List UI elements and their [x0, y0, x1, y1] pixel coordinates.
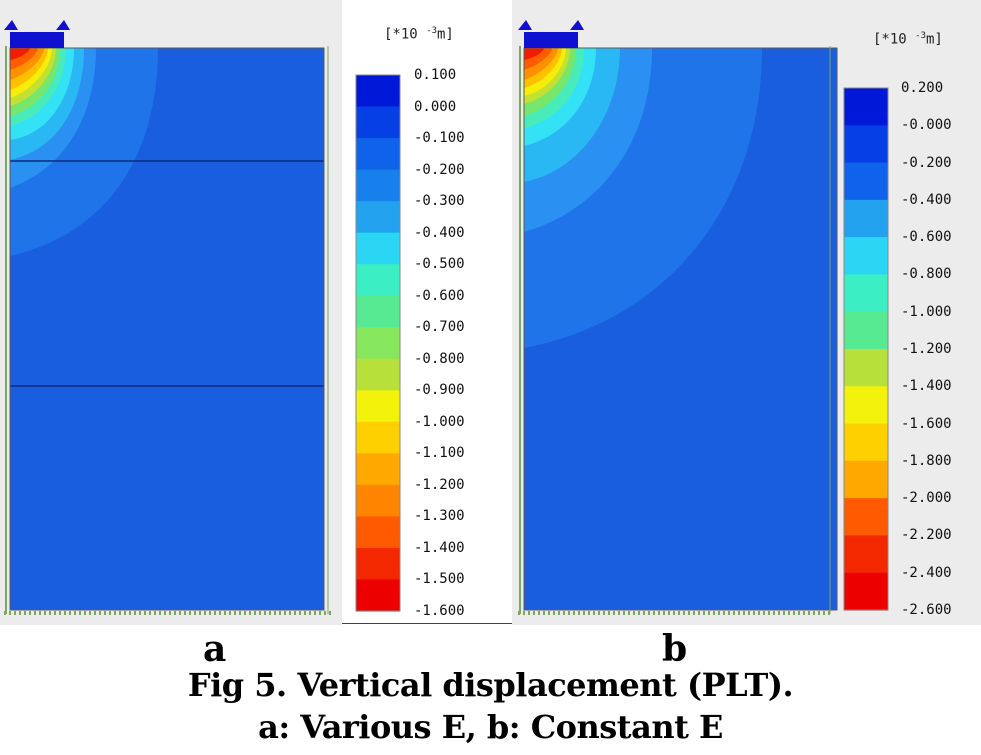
legend-tick-label: -0.800 — [901, 266, 952, 283]
legend-band — [844, 423, 888, 462]
legend-tick-label: -1.300 — [414, 508, 465, 525]
legend-tick-label: -1.500 — [414, 571, 465, 588]
legend-tick-label: -0.600 — [414, 287, 465, 304]
legend-band — [844, 349, 888, 387]
legend-band — [844, 274, 888, 313]
legend-band — [356, 453, 400, 486]
legend-band — [356, 264, 400, 297]
footing-load-icon-a — [4, 20, 70, 48]
displacement-contours-a — [10, 48, 158, 256]
legend-band — [356, 516, 400, 549]
legend-tick-label: -2.000 — [901, 490, 952, 507]
legend-tick-label: -1.100 — [414, 445, 465, 462]
legend-band — [356, 390, 400, 423]
legend-band — [844, 386, 888, 425]
legend-tick-label: -1.600 — [414, 603, 465, 619]
domain-border-a — [9, 47, 325, 611]
legend-band — [844, 162, 888, 201]
legend-tick-label: 0.000 — [414, 98, 457, 115]
legend-tick-label: -0.400 — [901, 191, 952, 208]
legend-tick-label: -0.400 — [414, 224, 465, 241]
figure-caption-subtitle: a: Various E, b: Constant E — [258, 708, 723, 746]
legend-outline — [355, 74, 401, 612]
legend-bar-b — [843, 87, 889, 611]
legend-tick-label: -0.700 — [414, 319, 465, 336]
legend-outline — [843, 87, 889, 611]
legend-tick-label: -0.100 — [414, 130, 465, 147]
legend-tick-label: -0.200 — [414, 161, 465, 178]
legend-band — [356, 138, 400, 171]
legend-band — [844, 88, 888, 126]
contour-plot-a — [0, 0, 401, 625]
legend-tick-label: -2.400 — [901, 564, 952, 581]
legend-band — [356, 232, 400, 265]
displacement-contours-b — [524, 48, 762, 348]
legend-band — [356, 75, 400, 108]
legend-band — [356, 579, 400, 612]
legend-band — [844, 199, 888, 238]
panel-a: [*10 -3m] 0.100 0.000 -0.100 -0.200 -0.300 -0… — [0, 0, 512, 670]
footing-load-icon-b — [518, 20, 584, 48]
legend-band — [844, 498, 888, 537]
legend-tick-label: 0.200 — [901, 80, 944, 96]
legend-band — [844, 125, 888, 164]
legend-tick-label: -1.200 — [901, 341, 952, 357]
domain-border-b — [523, 47, 838, 611]
legend-band — [356, 295, 400, 328]
legend-unit-a: [*10 -3m] — [384, 26, 454, 43]
legend-band — [356, 421, 400, 454]
legend-band — [844, 237, 888, 276]
legend-band — [844, 311, 888, 350]
legend-band — [356, 547, 400, 581]
legend-band — [356, 358, 400, 391]
legend-band — [356, 201, 400, 234]
legend-tick-label: -2.200 — [901, 527, 952, 544]
legend-band — [356, 327, 400, 360]
legend-band — [844, 572, 888, 611]
panel-label-a: a — [203, 628, 227, 670]
legend-tick-label: -0.000 — [901, 117, 952, 134]
legend-tick-label: -1.400 — [414, 539, 465, 556]
legend-tick-label: -2.600 — [901, 602, 952, 618]
legend-band — [356, 484, 400, 518]
panel-label-b: b — [662, 628, 688, 670]
legend-tick-label: -1.000 — [901, 303, 952, 320]
legend-tick-label: -0.600 — [901, 229, 952, 246]
legend-tick-label: -1.800 — [901, 452, 952, 469]
figure-caption-title: Fig 5. Vertical displacement (PLT). — [187, 666, 794, 704]
legend-band — [844, 460, 888, 499]
legend-band — [356, 169, 400, 202]
legend-tick-label: -1.600 — [901, 415, 952, 432]
legend-tick-label: -0.300 — [414, 193, 465, 210]
legend-tick-label: -1.200 — [414, 476, 465, 493]
legend-band — [844, 535, 888, 574]
legend-bar-a — [355, 74, 401, 612]
divider-rule — [342, 623, 512, 624]
legend-band — [356, 106, 400, 139]
legend-tick-label: 0.100 — [414, 67, 457, 83]
legend-tick-label: -0.900 — [414, 382, 465, 399]
legend-tick-label: -1.400 — [901, 378, 952, 395]
legend-tick-label: -0.500 — [414, 256, 465, 273]
legend-tick-label: -0.800 — [414, 350, 465, 367]
panel-b: [*10 -3m] 0.200 -0.000 -0.200 -0.400 -0.600 -… — [512, 0, 981, 670]
legend-tick-label: -1.000 — [414, 413, 465, 430]
contour-plot-b — [512, 0, 981, 625]
legend-unit-b: [*10 -3m] — [873, 31, 943, 48]
legend-tick-label: -0.200 — [901, 154, 952, 171]
